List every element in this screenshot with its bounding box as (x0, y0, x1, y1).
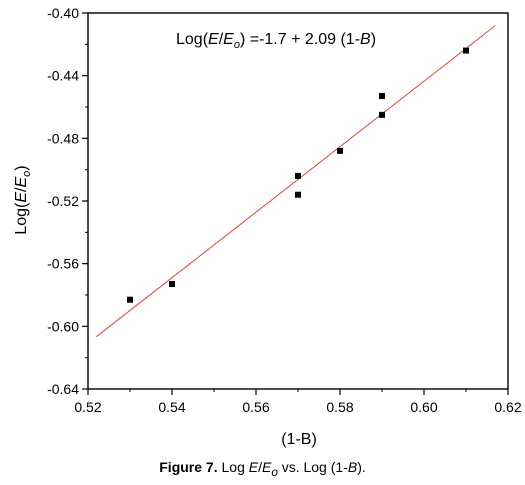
caption-var: B (347, 459, 358, 475)
data-point (169, 281, 175, 288)
data-point (379, 111, 385, 118)
x-tick-label: 0.52 (74, 399, 101, 415)
y-tick-label: -0.64 (47, 381, 79, 397)
caption-label: Figure 7. (159, 459, 218, 475)
fit-equation: Log(E/Eo) =-1.7 + 2.09 (1-B) (176, 31, 376, 51)
fit-line (96, 25, 496, 338)
caption-text: / (258, 459, 262, 475)
caption-text: ). (357, 459, 366, 475)
x-axis-ticks: 0.52 0.54 0.56 0.58 0.60 0.62 (74, 389, 522, 415)
x-tick-label: 0.54 (158, 399, 185, 415)
data-point (337, 147, 343, 154)
y-tick-label: -0.52 (47, 193, 79, 209)
plot-frame (87, 12, 509, 390)
data-point (295, 191, 301, 198)
y-tick-label: -0.60 (47, 318, 79, 334)
data-point (463, 47, 469, 54)
x-tick-label: 0.58 (326, 399, 353, 415)
x-axis-title: (1-B) (281, 431, 317, 448)
y-tick-label: -0.56 (47, 256, 79, 272)
y-axis-title: Log(E/Eo) (13, 165, 33, 234)
caption-var: E (261, 459, 272, 475)
y-tick-label: -0.40 (47, 5, 79, 21)
caption-text: vs. Log (1- (277, 459, 348, 475)
x-tick-label: 0.62 (494, 399, 521, 415)
y-tick-label: -0.48 (47, 130, 79, 146)
data-points (127, 47, 469, 303)
fit-line-layer (96, 25, 496, 338)
caption-subscript: o (271, 465, 278, 479)
plot-area-border (87, 12, 509, 390)
y-tick-label: -0.44 (47, 68, 79, 84)
chart: 0.52 0.54 0.56 0.58 0.60 0.62 -0.40 -0.44 -0.48… (13, 5, 522, 448)
figure-caption: Figure 7. Log E/Eo vs. Log (1-B). (0, 459, 525, 479)
data-point (127, 296, 133, 303)
caption-var: E (248, 459, 259, 475)
data-point (295, 172, 301, 179)
x-tick-label: 0.56 (242, 399, 269, 415)
x-tick-label: 0.60 (410, 399, 437, 415)
caption-text: Log (217, 459, 249, 475)
y-axis-ticks: -0.40 -0.44 -0.48 -0.52 -0.56 -0.60 -0.64 (47, 5, 88, 397)
data-point (379, 93, 385, 100)
